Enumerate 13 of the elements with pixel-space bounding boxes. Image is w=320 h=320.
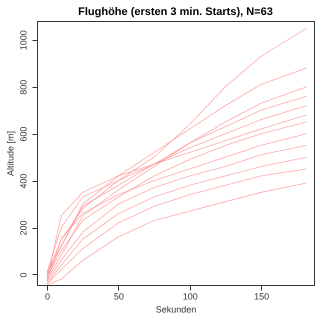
y-tick-label: 200 <box>18 220 28 236</box>
x-tick-label: 0 <box>44 292 50 302</box>
y-tick-label: 400 <box>18 174 28 189</box>
x-tick-label: 50 <box>114 292 124 302</box>
y-tick-label: 1000 <box>18 30 28 50</box>
x-axis-title: Sekunden <box>156 304 196 314</box>
chart-title: Flughöhe (ersten 3 min. Starts), N=63 <box>78 6 273 18</box>
x-tick-label: 100 <box>182 292 198 302</box>
x-tick-label: 150 <box>254 292 270 302</box>
y-axis-title: Altitude [m] <box>6 130 16 176</box>
y-tick-label: 600 <box>18 126 28 142</box>
y-tick-label: 0 <box>18 272 28 278</box>
y-tick-label: 800 <box>18 80 28 95</box>
